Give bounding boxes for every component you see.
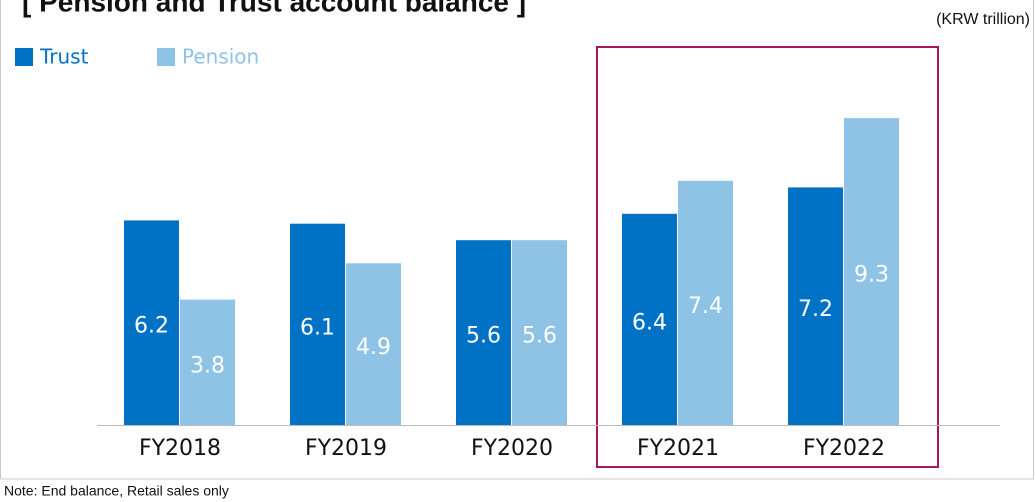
bar [124, 220, 179, 425]
legend-label: Trust [39, 45, 89, 69]
bar [844, 118, 899, 425]
frame [0, 0, 1034, 480]
unit-label: (KRW trillion) [936, 11, 1030, 28]
bar [290, 223, 345, 425]
x-tick-label: FY2020 [471, 436, 553, 461]
legend-label: Pension [182, 45, 259, 69]
bar [180, 299, 235, 425]
bar [788, 187, 843, 425]
x-tick-label: FY2021 [637, 436, 719, 461]
value-label: 6.1 [300, 315, 335, 340]
legend-swatch [157, 48, 175, 66]
value-label: 6.2 [134, 314, 169, 339]
value-label: 4.9 [356, 335, 391, 360]
value-label: 9.3 [854, 263, 889, 288]
note: Note: End balance, Retail sales only [4, 483, 229, 499]
chart-title: [ Pension and Trust account balance ] [22, 0, 526, 17]
value-label: 6.4 [632, 310, 667, 335]
bar [456, 240, 511, 425]
value-label: 7.2 [798, 297, 833, 322]
x-tick-label: FY2018 [139, 436, 221, 461]
legend-swatch [15, 48, 33, 66]
bar [346, 263, 401, 425]
value-label: 7.4 [688, 294, 723, 319]
value-label: 5.6 [522, 324, 557, 349]
bar [512, 240, 567, 425]
value-label: 3.8 [190, 353, 225, 378]
bar [622, 213, 677, 425]
x-tick-label: FY2022 [803, 436, 885, 461]
x-tick-label: FY2019 [305, 436, 387, 461]
highlight-box [596, 46, 939, 468]
bar [678, 180, 733, 425]
value-label: 5.6 [466, 324, 501, 349]
